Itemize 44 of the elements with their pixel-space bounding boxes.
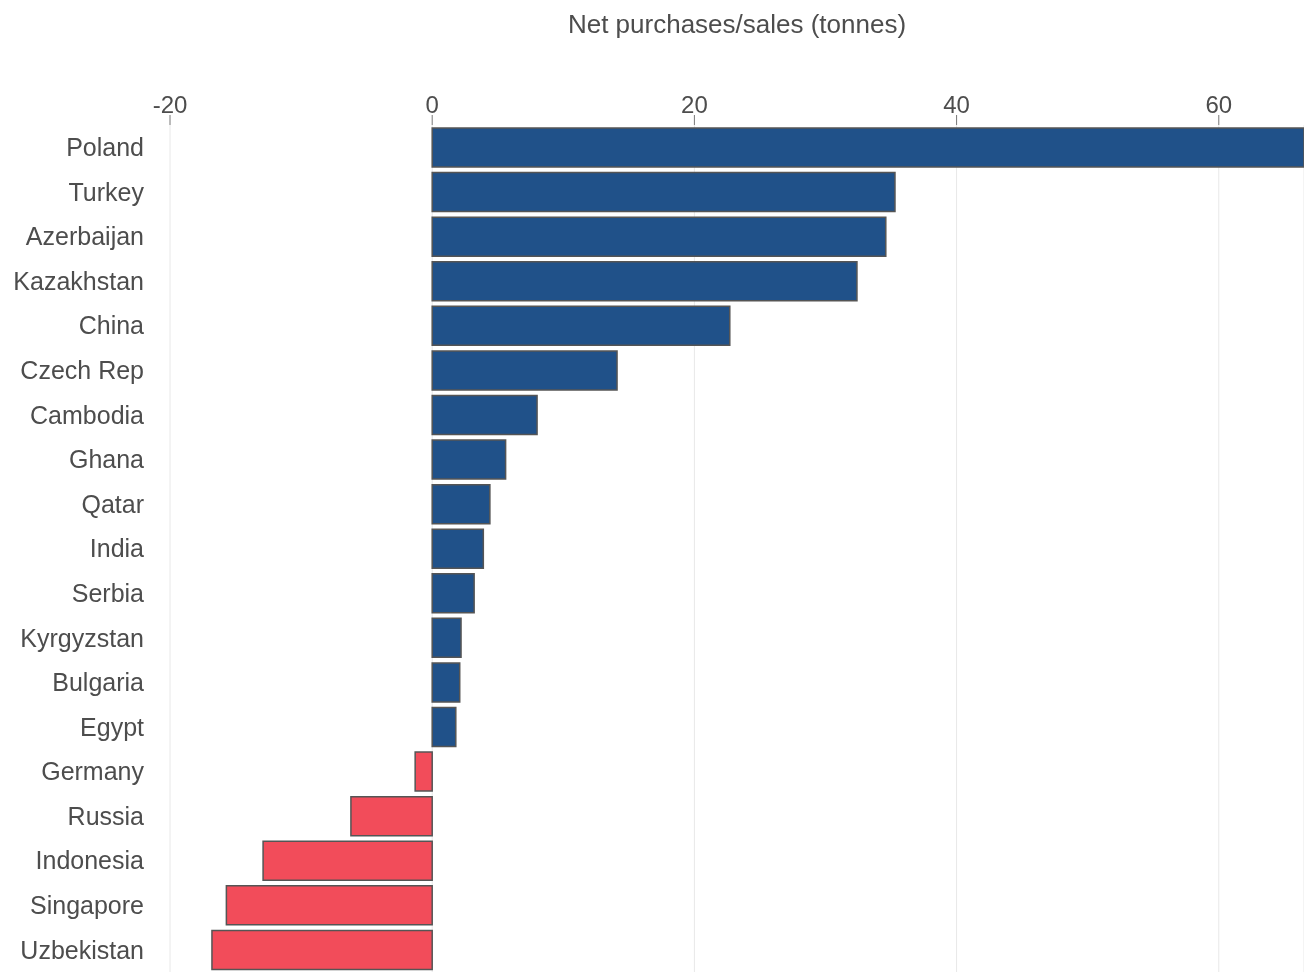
y-tick-label: Turkey — [68, 177, 145, 206]
bar — [262, 840, 433, 882]
bar — [431, 394, 538, 436]
y-tick-label: Serbia — [71, 578, 145, 607]
bar — [431, 528, 485, 569]
x-tick-label: 20 — [681, 91, 708, 118]
y-tick-label: Indonesia — [35, 846, 145, 875]
bar — [431, 617, 462, 659]
bar — [225, 885, 433, 926]
bar — [431, 260, 858, 302]
bar — [431, 305, 731, 347]
y-tick-label: Czech Rep — [20, 356, 144, 385]
y-tick-label: Kazakhstan — [13, 266, 144, 295]
y-tick-label: Uzbekistan — [20, 935, 144, 964]
y-tick-label: Singapore — [30, 891, 144, 920]
y-tick-label: Qatar — [81, 489, 144, 518]
y-tick-label: Ghana — [68, 445, 145, 474]
y-tick-label: Germany — [41, 757, 145, 786]
x-tick-label: 0 — [425, 91, 439, 118]
y-tick-label: Azerbaijan — [25, 222, 144, 251]
y-tick-label: China — [78, 311, 145, 340]
bar — [431, 483, 491, 525]
x-tick-label: 60 — [1205, 91, 1233, 118]
bar — [211, 929, 433, 971]
bar — [431, 127, 1304, 168]
x-tick-label: 40 — [943, 91, 970, 118]
bar — [431, 662, 461, 703]
bar — [431, 573, 475, 614]
y-tick-label: Cambodia — [30, 400, 145, 429]
x-axis-title: Net purchases/sales (tonnes) — [567, 9, 907, 40]
y-tick-label: India — [89, 534, 145, 563]
bar — [431, 706, 457, 748]
y-tick-label: Bulgaria — [52, 668, 145, 697]
x-tick-label: -20 — [152, 91, 188, 118]
bar — [431, 439, 507, 480]
bar — [431, 171, 896, 213]
bar — [431, 216, 887, 257]
y-tick-label: Russia — [67, 801, 145, 830]
y-tick-label: Poland — [66, 133, 144, 162]
y-tick-label: Egypt — [80, 712, 145, 741]
bar — [431, 350, 618, 391]
bar — [350, 795, 433, 837]
bar — [414, 751, 433, 792]
y-tick-label: Kyrgyzstan — [20, 623, 144, 652]
